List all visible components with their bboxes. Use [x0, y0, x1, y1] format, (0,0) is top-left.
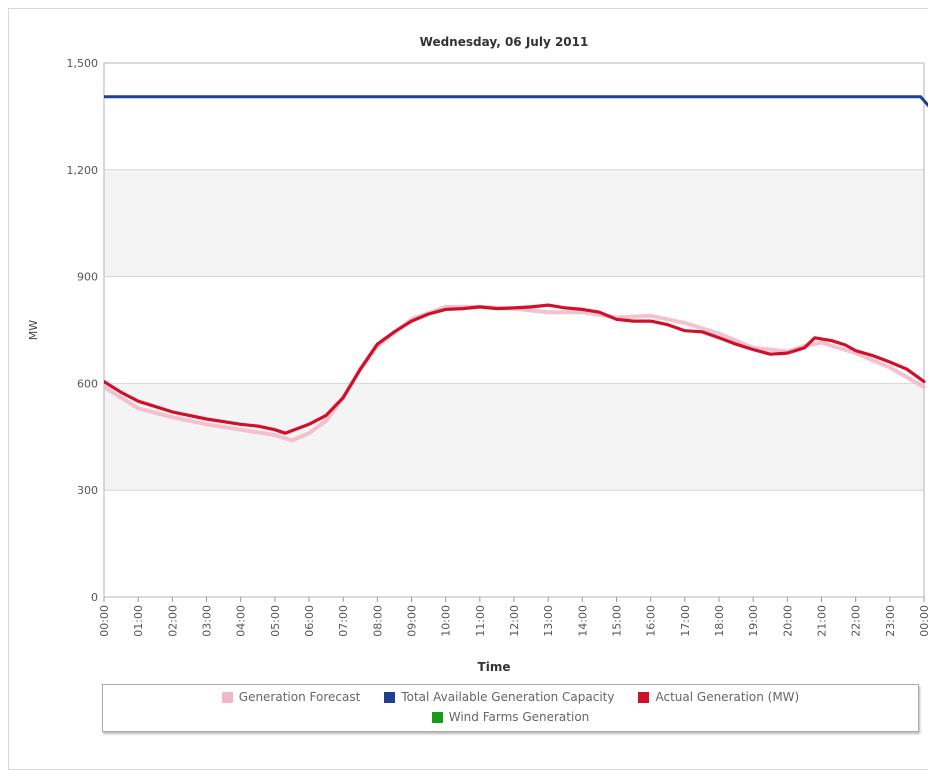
x-tick-label: 18:00: [713, 605, 726, 637]
legend-item-actual-generation[interactable]: Actual Generation (MW): [638, 690, 799, 704]
series-line: [104, 304, 926, 443]
legend-swatch: [431, 711, 443, 723]
grid-band: [104, 169, 924, 277]
legend-label: Total Available Generation Capacity: [401, 690, 615, 704]
plot-border: [103, 62, 925, 598]
x-axis-label: Time: [478, 660, 511, 674]
x-tick-label: 16:00: [645, 605, 658, 637]
legend-swatch: [221, 691, 233, 703]
x-tick-label: 08:00: [371, 605, 384, 637]
legend-swatch: [638, 691, 650, 703]
x-tick-label: 07:00: [337, 605, 350, 637]
x-tick-label: 03:00: [201, 605, 214, 637]
x-tick-label: 11:00: [474, 605, 487, 637]
x-tick-label: 17:00: [679, 605, 692, 637]
x-tick-label: 02:00: [166, 605, 179, 637]
y-tick-label: 1,500: [67, 57, 99, 70]
chart-frame: 0 300 600 900 1,200 1,500 00:00 01:00 02:00 03:00…: [8, 8, 928, 770]
legend: Generation Forecast Total Available Gene…: [102, 684, 919, 732]
x-tick-label: 05:00: [269, 605, 282, 637]
x-tick-label: 22:00: [850, 605, 863, 637]
legend-swatch: [384, 691, 396, 703]
x-tick-label: 10:00: [440, 605, 453, 637]
x-tick-label: 19:00: [747, 605, 760, 637]
y-tick-label: 0: [91, 591, 98, 604]
legend-row: Generation Forecast Total Available Gene…: [103, 690, 918, 704]
y-tick-label: 900: [77, 271, 98, 284]
x-tick-label: 09:00: [406, 605, 419, 637]
x-tick-label: 14:00: [576, 605, 589, 637]
x-tick-label: 06:00: [303, 605, 316, 637]
legend-item-generation-forecast[interactable]: Generation Forecast: [221, 690, 361, 704]
x-tick-label: 01:00: [132, 605, 145, 637]
chart: 0 300 600 900 1,200 1,500 00:00 01:00 02:00 03:00…: [27, 35, 928, 674]
legend-label: Actual Generation (MW): [655, 690, 800, 704]
x-tick-label: 23:00: [884, 605, 897, 637]
y-tick-label: 1,200: [67, 164, 99, 177]
legend-item-total-capacity[interactable]: Total Available Generation Capacity: [384, 690, 614, 704]
x-tick-label: 12:00: [508, 605, 521, 637]
y-axis-label: MW: [27, 320, 40, 340]
grid-band: [104, 383, 924, 491]
x-tick-label: 00:00: [918, 605, 928, 637]
legend-label: Wind Farms Generation: [448, 710, 590, 724]
series-line: [104, 303, 926, 435]
legend-item-wind-farms[interactable]: Wind Farms Generation: [431, 710, 590, 724]
y-tick-label: 600: [77, 377, 98, 390]
legend-label: Generation Forecast: [238, 690, 361, 704]
x-tick-label: 00:00: [98, 605, 111, 637]
x-tick-label: 21:00: [816, 605, 829, 637]
x-tick-label: 20:00: [781, 605, 794, 637]
chart-title: Wednesday, 06 July 2011: [420, 35, 589, 49]
y-tick-label: 300: [77, 484, 98, 497]
legend-row: Wind Farms Generation: [103, 710, 918, 724]
x-tick-label: 15:00: [611, 605, 624, 637]
x-tick-label: 04:00: [235, 605, 248, 637]
series-line: [104, 95, 928, 108]
x-tick-label: 13:00: [542, 605, 555, 637]
